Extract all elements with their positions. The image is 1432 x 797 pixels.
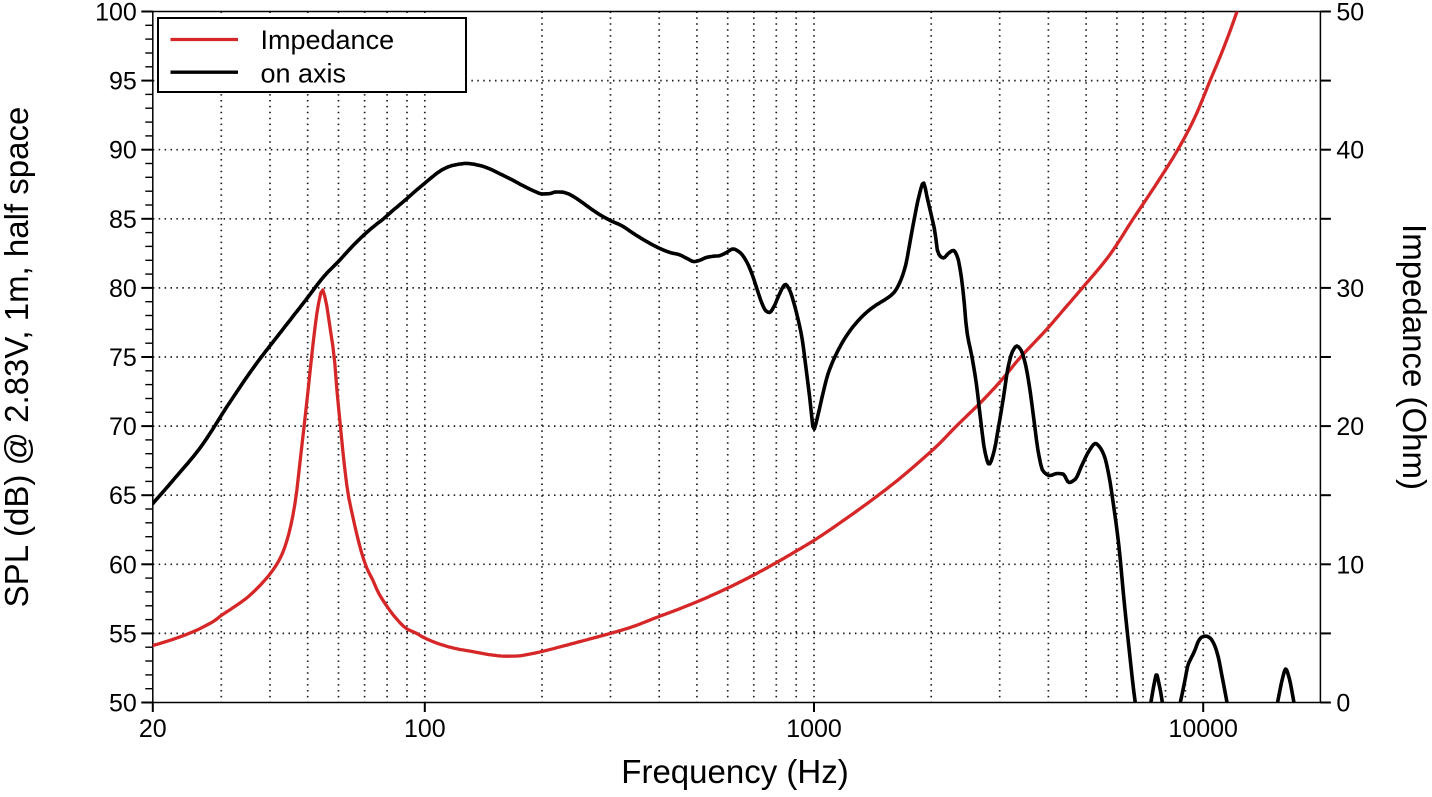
svg-text:10: 10 xyxy=(1336,551,1364,579)
svg-text:10000: 10000 xyxy=(1168,715,1238,743)
svg-text:85: 85 xyxy=(109,206,137,234)
svg-text:100: 100 xyxy=(95,0,137,27)
svg-text:65: 65 xyxy=(109,482,137,510)
svg-text:80: 80 xyxy=(109,275,137,303)
svg-text:Impedance: Impedance xyxy=(261,25,395,55)
svg-text:50: 50 xyxy=(109,690,137,718)
svg-text:50: 50 xyxy=(1336,0,1364,27)
svg-text:30: 30 xyxy=(1336,275,1364,303)
svg-text:75: 75 xyxy=(109,344,137,372)
svg-text:60: 60 xyxy=(109,551,137,579)
svg-text:40: 40 xyxy=(1336,137,1364,165)
svg-text:on axis: on axis xyxy=(261,58,347,88)
svg-text:1000: 1000 xyxy=(786,715,842,743)
svg-text:Frequency (Hz): Frequency (Hz) xyxy=(621,753,848,790)
svg-text:90: 90 xyxy=(109,137,137,165)
svg-text:Impedance (Ohm): Impedance (Ohm) xyxy=(1396,224,1432,490)
svg-text:100: 100 xyxy=(404,715,446,743)
svg-text:55: 55 xyxy=(109,620,137,648)
svg-text:20: 20 xyxy=(139,715,167,743)
svg-text:0: 0 xyxy=(1336,690,1350,718)
svg-text:SPL (dB) @ 2.83V, 1m, half spa: SPL (dB) @ 2.83V, 1m, half space xyxy=(0,107,35,608)
svg-text:95: 95 xyxy=(109,68,137,96)
svg-text:20: 20 xyxy=(1336,413,1364,441)
svg-text:70: 70 xyxy=(109,413,137,441)
